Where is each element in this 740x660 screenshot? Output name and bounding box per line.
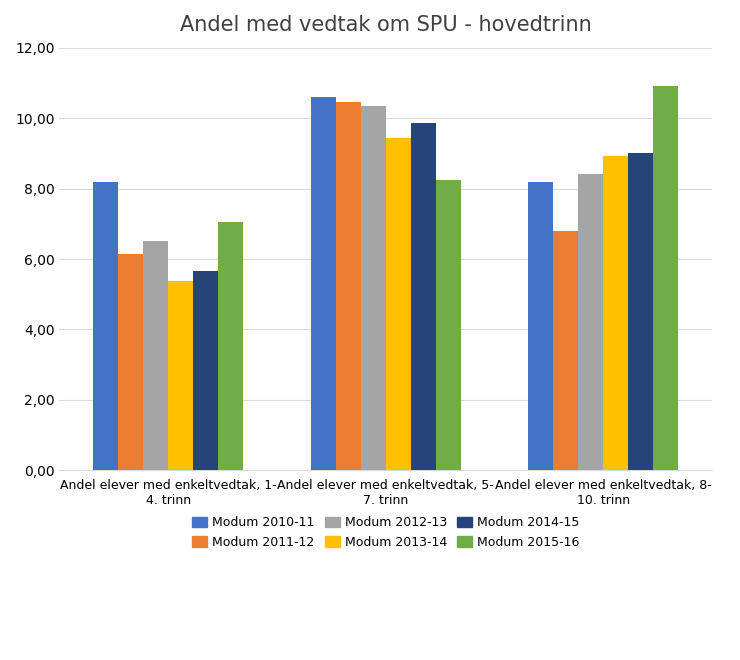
Legend: Modum 2010-11, Modum 2011-12, Modum 2012-13, Modum 2013-14, Modum 2014-15, Modum: Modum 2010-11, Modum 2011-12, Modum 2012…: [192, 517, 579, 548]
Bar: [168, 281, 193, 471]
Bar: [218, 222, 243, 471]
Bar: [311, 97, 336, 471]
Bar: [143, 242, 168, 471]
Bar: [386, 138, 411, 471]
Bar: [653, 86, 679, 471]
Bar: [579, 174, 603, 471]
Bar: [603, 156, 628, 471]
Bar: [436, 180, 461, 471]
Bar: [361, 106, 386, 471]
Bar: [411, 123, 436, 471]
Bar: [118, 253, 143, 471]
Bar: [554, 231, 579, 471]
Bar: [93, 182, 118, 471]
Title: Andel med vedtak om SPU - hovedtrinn: Andel med vedtak om SPU - hovedtrinn: [180, 15, 592, 35]
Bar: [193, 271, 218, 471]
Bar: [336, 102, 361, 471]
Bar: [628, 152, 653, 471]
Bar: [528, 182, 554, 471]
